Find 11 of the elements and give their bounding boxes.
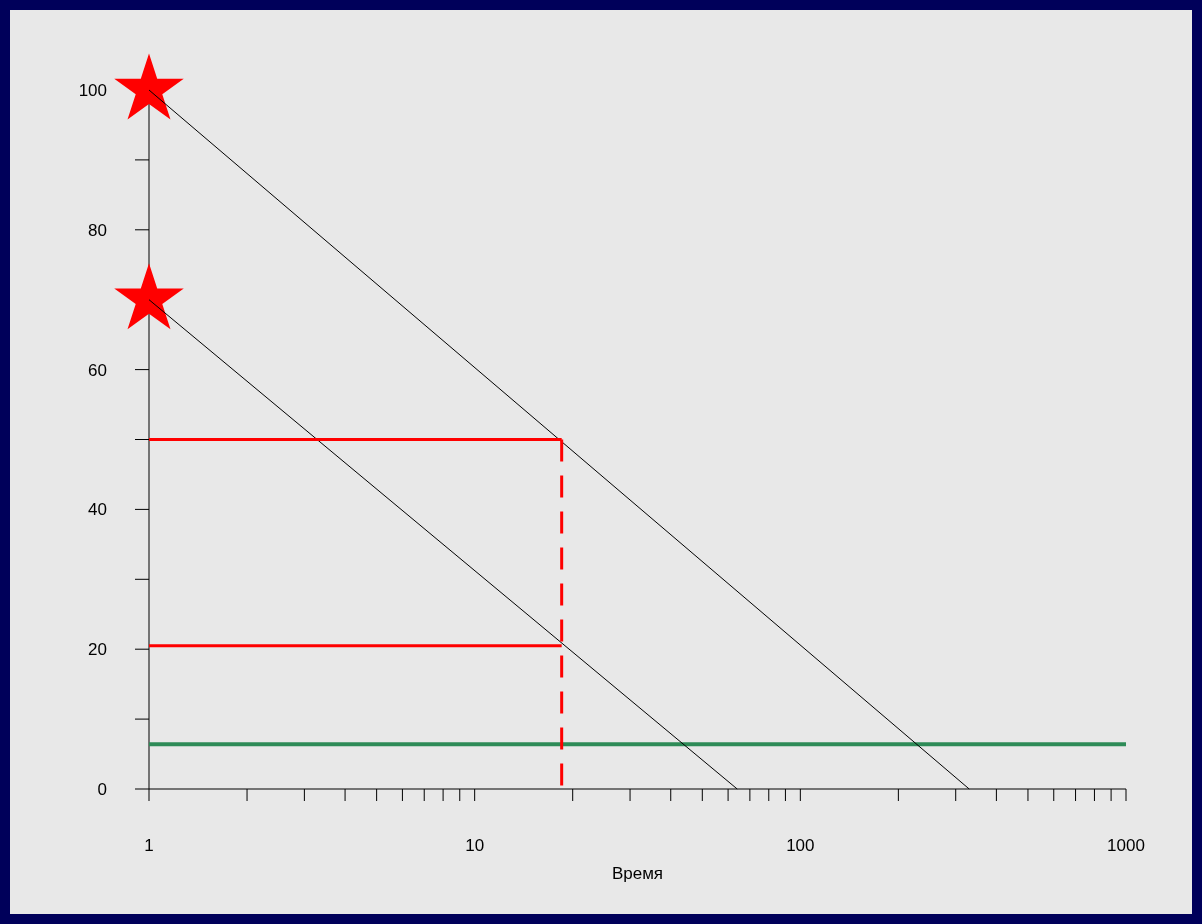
x-tick-label: 100	[786, 836, 815, 855]
y-tick-label: 0	[97, 780, 107, 799]
y-tick-label: 80	[88, 220, 107, 240]
x-tick-label: 1000	[1107, 836, 1145, 855]
y-tick-label: 40	[88, 500, 107, 520]
x-tick-label: 10	[465, 836, 485, 855]
y-tick-label: 60	[88, 360, 107, 380]
y-tick-label: 100	[78, 81, 107, 100]
x-axis-title: Время	[611, 864, 664, 883]
x-tick-label: 1	[144, 836, 154, 855]
y-tick-label: 20	[88, 640, 107, 660]
